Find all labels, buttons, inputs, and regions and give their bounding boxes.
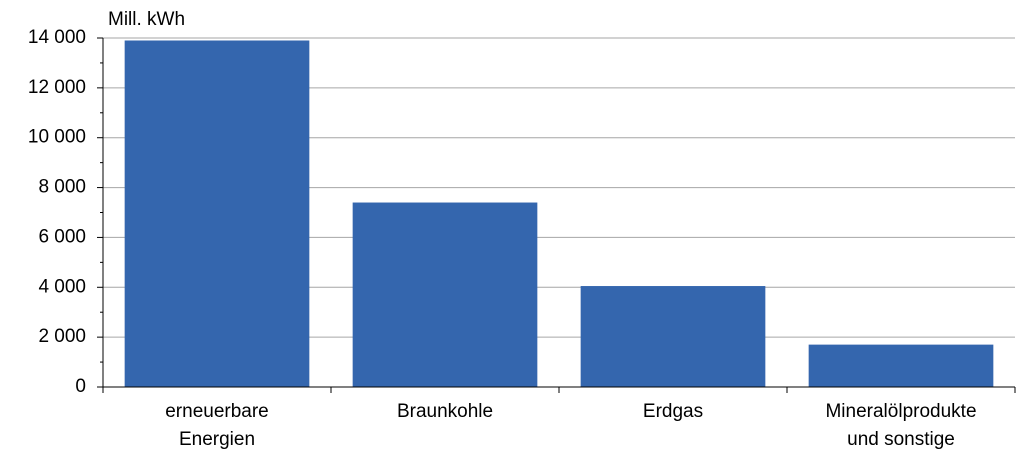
bar: [352, 202, 538, 387]
x-tick-label-line: Energien: [179, 429, 255, 450]
x-tick-label-line: Erdgas: [643, 401, 703, 422]
y-tick-label: 8 000: [38, 177, 86, 198]
x-tick-label: Erdgas: [643, 401, 703, 422]
y-tick-label: 4 000: [38, 276, 86, 297]
bar: [808, 344, 994, 387]
x-tick-label-line: Braunkohle: [397, 401, 493, 422]
y-tick-label: 2 000: [38, 326, 86, 347]
x-tick-label-line: erneuerbare: [165, 401, 269, 422]
x-tick-label: Braunkohle: [397, 401, 493, 422]
y-tick-label: 12 000: [28, 77, 86, 98]
y-tick-label: 0: [75, 376, 86, 397]
x-tick-label-line: und sonstige: [847, 429, 955, 450]
y-tick-label: 6 000: [38, 226, 86, 247]
y-tick-label: 14 000: [28, 27, 86, 48]
bar: [580, 286, 766, 387]
x-tick-label: erneuerbare Energien: [165, 401, 269, 450]
bar: [124, 40, 310, 387]
x-tick-label: Mineralölprodukte und sonstige: [825, 401, 976, 450]
y-axis-label: Mill. kWh: [108, 9, 185, 30]
x-tick-label-line: Mineralölprodukte: [825, 401, 976, 422]
y-tick-label: 10 000: [28, 127, 86, 148]
